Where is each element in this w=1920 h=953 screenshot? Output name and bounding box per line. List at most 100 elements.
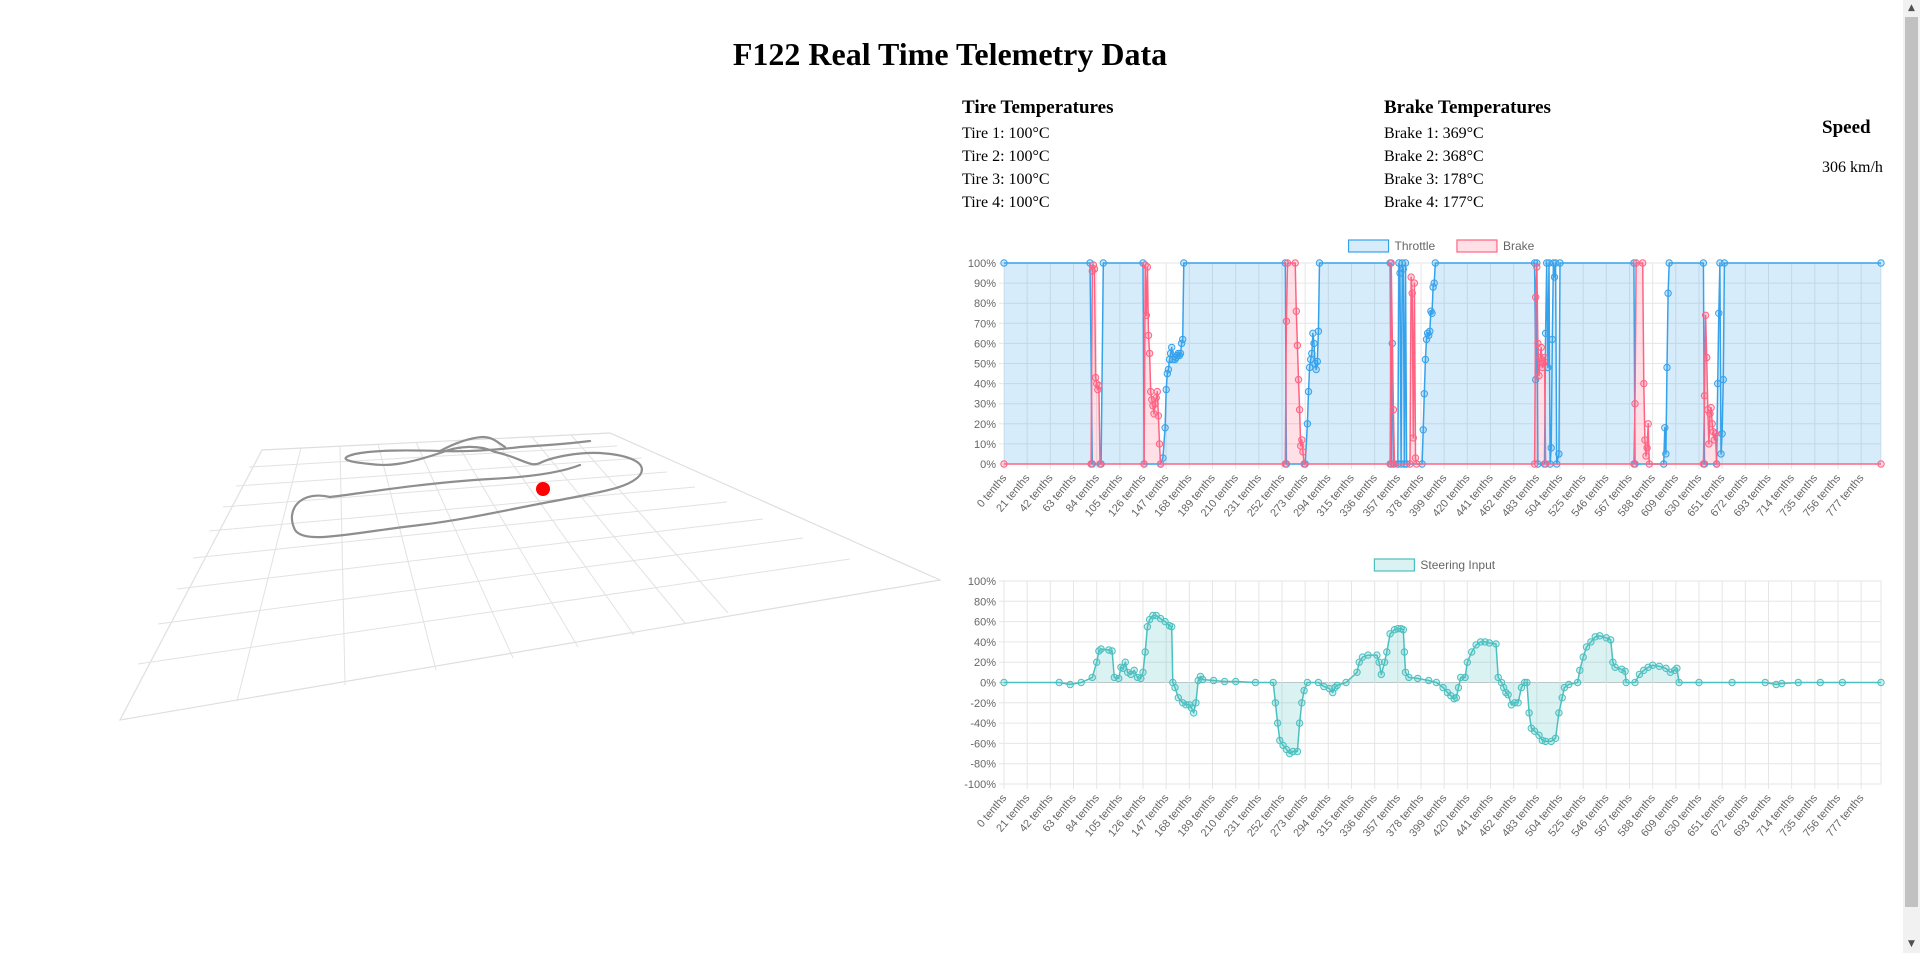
data-point [1468,648,1476,656]
ground-grid [118,432,943,721]
throttle-brake-chart[interactable]: 0%10%20%30%40%50%60%70%80%90%100%0 tenth… [960,232,1885,532]
data-point [1314,327,1323,336]
data-point [1555,450,1563,458]
data-point [1293,747,1302,756]
data-point [1161,424,1169,432]
data-point [1283,259,1292,267]
y-tick-label: -80% [970,759,996,771]
scroll-up-arrow-icon[interactable]: ▲ [1908,3,1915,13]
data-point [1535,731,1543,740]
scrollbar-thumb[interactable] [1905,17,1918,907]
track-outline [290,435,643,539]
y-tick-label: 80% [974,298,996,310]
data-point [1121,658,1130,666]
data-point [1642,452,1650,460]
data-point [1342,678,1350,687]
data-point [1093,658,1101,666]
data-point [1406,460,1414,468]
steering-input-chart[interactable]: -100%-80%-60%-40%-20%0%20%40%60%80%100%0… [960,553,1885,848]
data-point [1304,387,1313,396]
data-point [1611,663,1619,672]
data-point [1294,375,1303,384]
data-point [1576,666,1584,675]
data-point [1419,426,1427,434]
y-tick-label: 90% [974,278,996,290]
data-point [1271,699,1280,707]
data-point [1644,420,1652,428]
speed-value: 306 km/h [1822,159,1883,176]
data-point [1701,311,1710,320]
y-tick-label: 20% [974,657,996,669]
scroll-down-arrow-icon[interactable]: ▼ [1908,939,1915,949]
data-point [1409,434,1417,442]
data-point [1717,450,1725,458]
data-point [1699,460,1708,468]
vertical-scrollbar[interactable]: ▲ ▼ [1903,0,1920,953]
data-point [1152,394,1160,402]
data-point [1551,734,1560,743]
data-point [1137,674,1145,683]
data-point [1673,664,1681,673]
data-point [1711,430,1720,438]
data-point [1706,410,1714,418]
data-point [1269,678,1277,687]
data-point [1192,699,1200,707]
data-point [1168,623,1176,631]
data-point [1315,259,1324,267]
data-point [1179,335,1187,344]
y-tick-label: 50% [974,359,996,371]
data-point [1439,683,1447,692]
data-point [1714,379,1722,388]
y-tick-label: -60% [970,738,996,750]
y-tick-label: 100% [968,258,996,270]
data-point [1099,259,1108,267]
data-point [1400,648,1409,656]
data-point [1539,359,1548,368]
data-point [1151,400,1159,408]
y-tick-label: 80% [974,596,996,608]
data-point [1000,460,1008,468]
data-point [1142,311,1151,320]
data-point [1312,365,1320,374]
data-point [1282,317,1291,326]
data-point [1386,630,1394,638]
data-point [1772,680,1780,689]
data-point [1699,259,1708,267]
data-point [1548,335,1556,344]
series-line [1004,262,1881,465]
data-point [1533,263,1541,271]
data-point [1292,307,1300,315]
data-point [1180,259,1188,267]
legend-label: Steering Input [1420,558,1495,572]
data-point [1313,357,1321,366]
data-point [1719,375,1727,384]
data-point [1877,259,1885,267]
y-tick-label: 10% [974,439,996,451]
data-point [1297,442,1305,450]
data-point [1431,259,1439,267]
page-title: F122 Real Time Telemetry Data [732,36,1168,72]
data-point [1161,617,1169,626]
y-tick-label: 100% [968,576,996,588]
data-point [1537,343,1545,352]
data-point [1645,460,1653,468]
data-point [1661,424,1669,432]
data-point [1541,737,1550,746]
data-point [1139,668,1147,677]
data-point [1220,677,1229,686]
data-point [1383,648,1391,656]
data-point [1281,460,1289,468]
data-point [1087,460,1095,468]
brake-temperatures-title: Brake Temperatures [1384,97,1551,118]
data-point [1663,363,1671,372]
data-point [1517,683,1526,692]
data-point [1426,327,1434,336]
data-point [1115,674,1123,683]
y-tick-label: 40% [974,637,996,649]
data-point [1000,678,1008,687]
data-point [1055,678,1063,687]
track-3d-view[interactable] [0,395,950,765]
series-line [1004,614,1881,755]
data-point [1547,444,1555,452]
data-point [1664,289,1672,297]
